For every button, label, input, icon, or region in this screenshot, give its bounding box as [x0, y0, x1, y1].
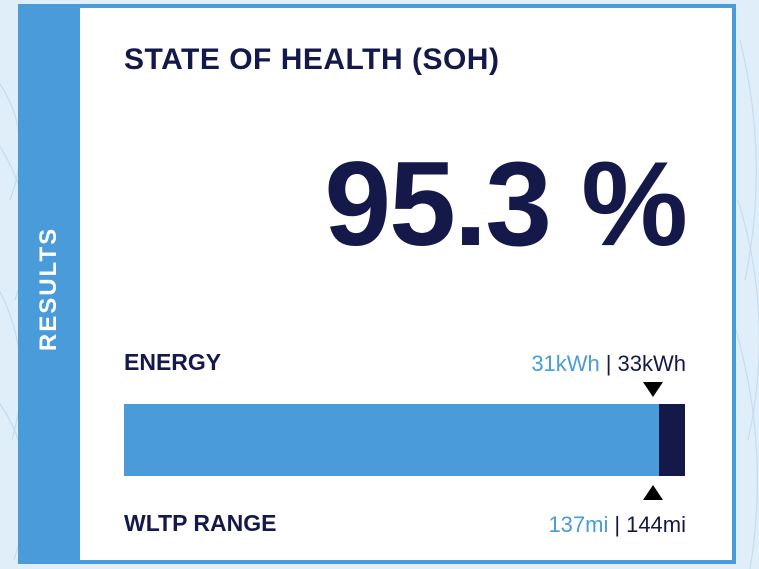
soh-bar: [124, 404, 685, 476]
soh-bar-fill: [124, 404, 659, 476]
energy-total-value: 33kWh: [617, 351, 686, 376]
range-label: WLTP RANGE: [124, 510, 277, 536]
energy-separator: |: [605, 351, 612, 376]
energy-current-value: 31kWh: [531, 351, 600, 376]
soh-result-card: RESULTS STATE OF HEALTH (SOH) 95.3 % ENE…: [18, 4, 736, 564]
range-values: 137mi | 144mi: [548, 512, 686, 538]
card-title: STATE OF HEALTH (SOH): [124, 43, 500, 76]
results-label: RESULTS: [35, 226, 62, 352]
card-content: STATE OF HEALTH (SOH) 95.3 % ENERGY 31kW…: [80, 8, 732, 560]
energy-values: 31kWh | 33kWh: [531, 351, 686, 377]
range-current-value: 137mi: [548, 512, 609, 537]
range-total-value: 144mi: [626, 512, 686, 537]
results-side-tab: RESULTS: [18, 4, 80, 556]
soh-percentage: 95.3 %: [324, 137, 688, 271]
range-separator: |: [614, 512, 621, 537]
energy-label: ENERGY: [124, 349, 222, 375]
bottom-marker-icon: [643, 485, 663, 500]
top-marker-icon: [643, 382, 663, 397]
